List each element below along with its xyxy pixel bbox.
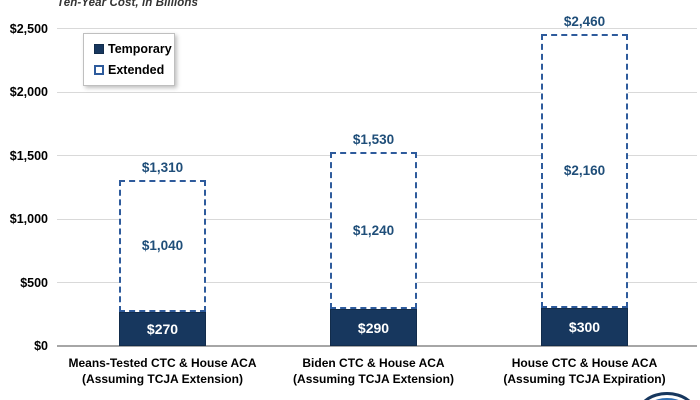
gridline <box>57 28 697 29</box>
legend: Temporary Extended <box>83 33 175 86</box>
bar-extended-value-label: $1,240 <box>352 222 395 238</box>
y-axis-tick-label: $2,000 <box>9 85 48 99</box>
x-axis-category-line: (Assuming TCJA Expiration) <box>503 372 666 386</box>
bar-total-label: $1,530 <box>352 131 395 147</box>
legend-item-temporary: Temporary <box>94 42 174 56</box>
temporary-swatch-icon <box>94 43 104 54</box>
chart-subtitle: Ten-Year Cost, in Billions <box>57 0 199 9</box>
x-axis-line <box>57 345 697 347</box>
legend-label-extended: Extended <box>108 63 165 78</box>
y-axis-tick-label: $500 <box>20 275 48 290</box>
x-axis-category-label: House CTC & House ACA (Assuming TCJA Expi… <box>450 355 700 387</box>
y-axis-tick-label: $0 <box>34 339 48 353</box>
crfb-logo-inner <box>643 398 691 400</box>
bar-extended-segment: $2,160 <box>541 33 628 308</box>
bar-temporary-segment: $300 <box>541 307 628 346</box>
x-axis-category-line: House CTC & House ACA <box>511 356 658 370</box>
x-axis-category-line: Means-Tested CTC & House ACA <box>68 356 257 370</box>
bar-extended-value-label: $2,160 <box>563 163 606 179</box>
bar-extended-segment: $1,240 <box>330 151 417 310</box>
x-axis-category-label: Biden CTC & House ACA (Assuming TCJA Exte… <box>239 355 509 387</box>
bar-temporary-value-label: $270 <box>146 320 179 337</box>
y-axis-tick-label: $1,500 <box>9 148 48 163</box>
x-axis-category-line: (Assuming TCJA Extension) <box>82 372 243 386</box>
bar-extended-segment: $1,040 <box>119 179 206 312</box>
x-axis-category-line: (Assuming TCJA Extension) <box>293 372 454 386</box>
bar-total-label: $2,460 <box>563 13 606 29</box>
bar-temporary-value-label: $300 <box>568 318 601 335</box>
y-axis-tick-label: $2,500 <box>9 21 48 36</box>
bar-temporary-segment: $270 <box>119 311 206 346</box>
x-axis-category-label: Means-Tested CTC & House ACA (Assuming TC… <box>28 355 298 387</box>
legend-item-extended: Extended <box>94 63 174 77</box>
extended-swatch-icon <box>94 65 104 76</box>
x-axis-category-line: Biden CTC & House ACA <box>302 356 445 370</box>
bar-temporary-segment: $290 <box>330 309 417 346</box>
gridline <box>57 91 697 93</box>
crfb-logo-icon <box>637 392 697 400</box>
y-axis-tick-label: $1,000 <box>9 212 48 226</box>
bar-extended-value-label: $1,040 <box>141 238 184 254</box>
bar-total-label: $1,310 <box>141 159 184 175</box>
legend-label-temporary: Temporary <box>108 41 172 56</box>
bar-temporary-value-label: $290 <box>357 319 390 336</box>
